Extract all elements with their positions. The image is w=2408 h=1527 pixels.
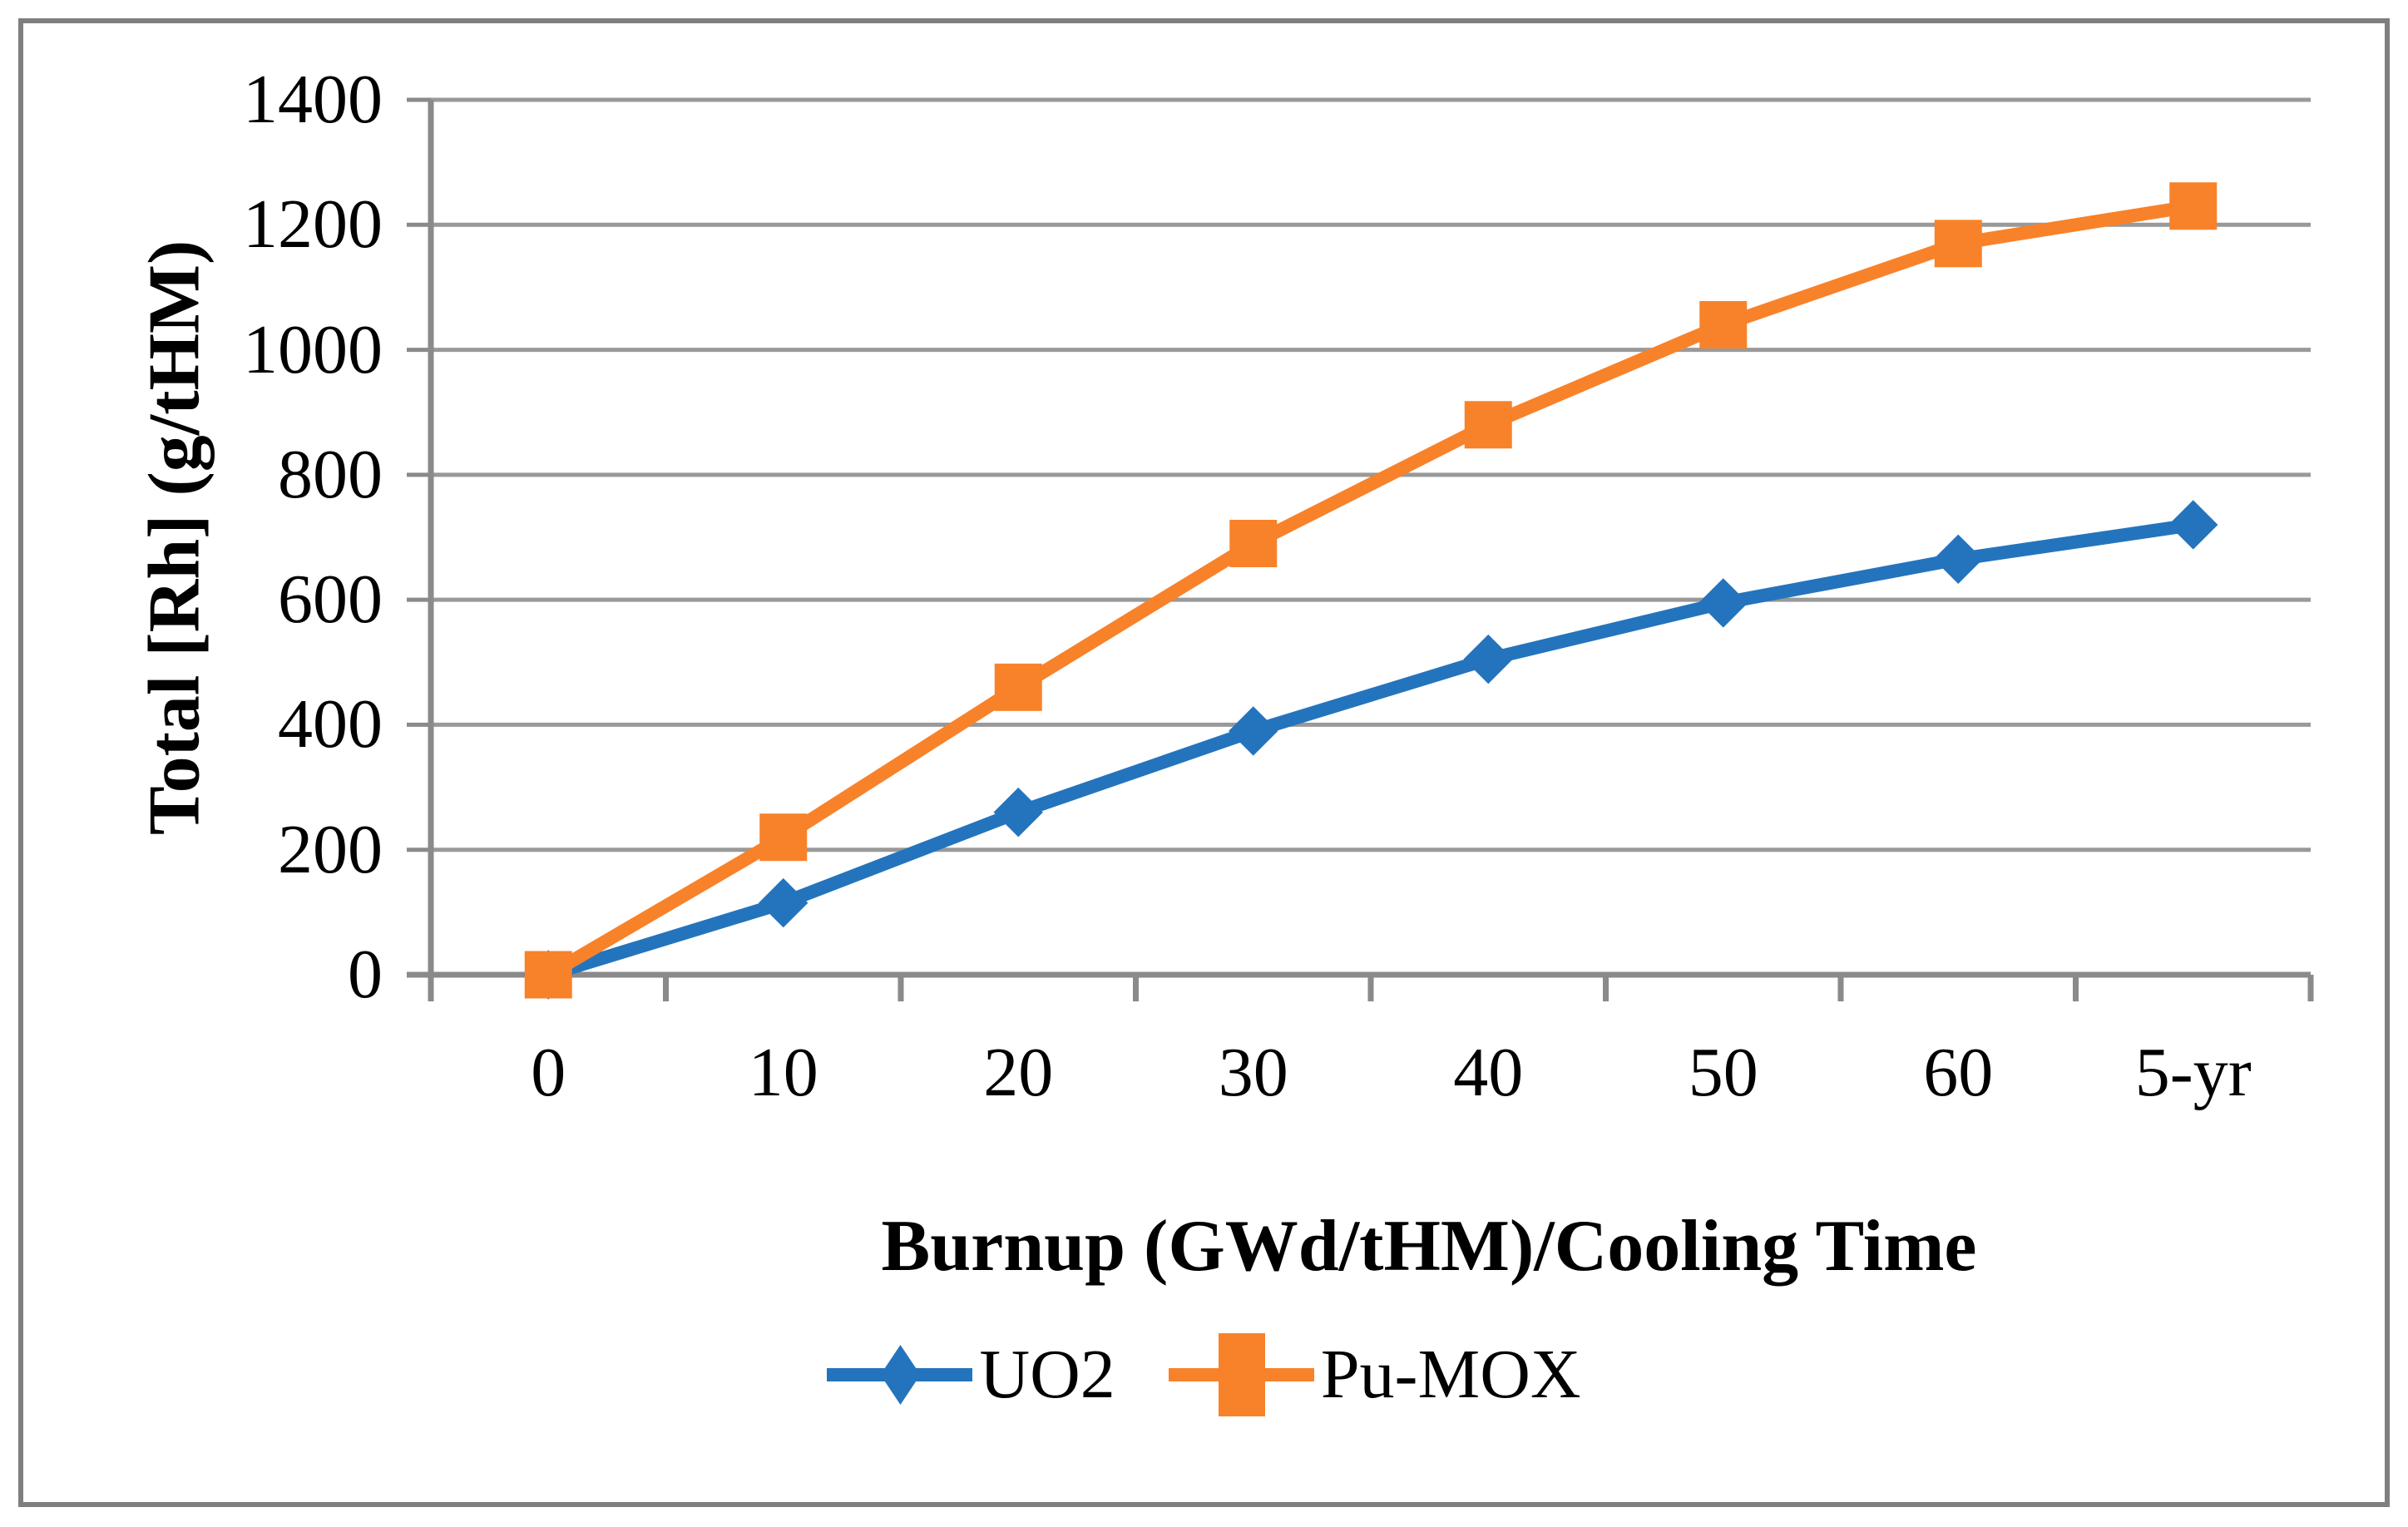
- x-tick-label: 30: [1218, 1034, 1288, 1111]
- y-tick-label: 400: [278, 685, 383, 764]
- data-point-marker: [1933, 534, 1983, 584]
- data-point-marker: [524, 951, 572, 999]
- square-marker-icon: [1218, 1333, 1265, 1416]
- data-point-marker: [1463, 634, 1513, 684]
- legend: UO2 Pu-MOX: [0, 1329, 2408, 1421]
- y-tick-label: 600: [278, 561, 383, 639]
- y-tick-label: 200: [278, 810, 383, 888]
- y-axis-title: Total [Rh] (g/tHM): [134, 240, 215, 835]
- x-tick-label: 10: [748, 1034, 818, 1111]
- x-tick-label: 50: [1688, 1034, 1758, 1111]
- diamond-marker-icon: [880, 1345, 921, 1405]
- pu-mox-legend-marker: [1168, 1329, 1314, 1421]
- Pu-MOX-line: [545, 199, 2195, 981]
- data-point-marker: [993, 787, 1043, 838]
- data-point-marker: [1698, 578, 1748, 628]
- data-point-marker: [2168, 500, 2218, 550]
- x-axis-title: Burnup (GWd/tHM)/Cooling Time: [881, 1206, 1977, 1287]
- legend-item-uo2: UO2: [827, 1329, 1115, 1421]
- y-tick-label: 800: [278, 435, 383, 513]
- data-point-marker: [1464, 401, 1512, 449]
- legend-item-pu-mox: Pu-MOX: [1168, 1329, 1581, 1421]
- x-tick-label: 40: [1453, 1034, 1524, 1111]
- y-tick-label: 0: [348, 936, 383, 1013]
- data-point-marker: [994, 663, 1042, 711]
- data-point-marker: [1699, 301, 1748, 349]
- uo2-legend-marker: [827, 1329, 973, 1421]
- y-tick-label: 1200: [243, 185, 383, 264]
- x-tick-label: 60: [1923, 1034, 1994, 1111]
- x-tick-label: 0: [531, 1034, 566, 1111]
- y-tick-label: 1000: [243, 310, 383, 388]
- data-point-marker: [1934, 220, 1982, 268]
- legend-label-pu-mox: Pu-MOX: [1320, 1336, 1581, 1413]
- x-tick-label: 5-yr: [2134, 1034, 2252, 1111]
- y-tick-label: 1400: [243, 61, 383, 138]
- data-point-marker: [1229, 706, 1278, 756]
- data-point-marker: [759, 813, 808, 862]
- data-point-marker: [759, 877, 808, 928]
- UO2-line: [546, 518, 2194, 981]
- x-tick-label: 20: [983, 1034, 1054, 1111]
- data-point-marker: [2169, 182, 2218, 230]
- data-point-marker: [1229, 520, 1278, 568]
- legend-label-uo2: UO2: [979, 1336, 1115, 1413]
